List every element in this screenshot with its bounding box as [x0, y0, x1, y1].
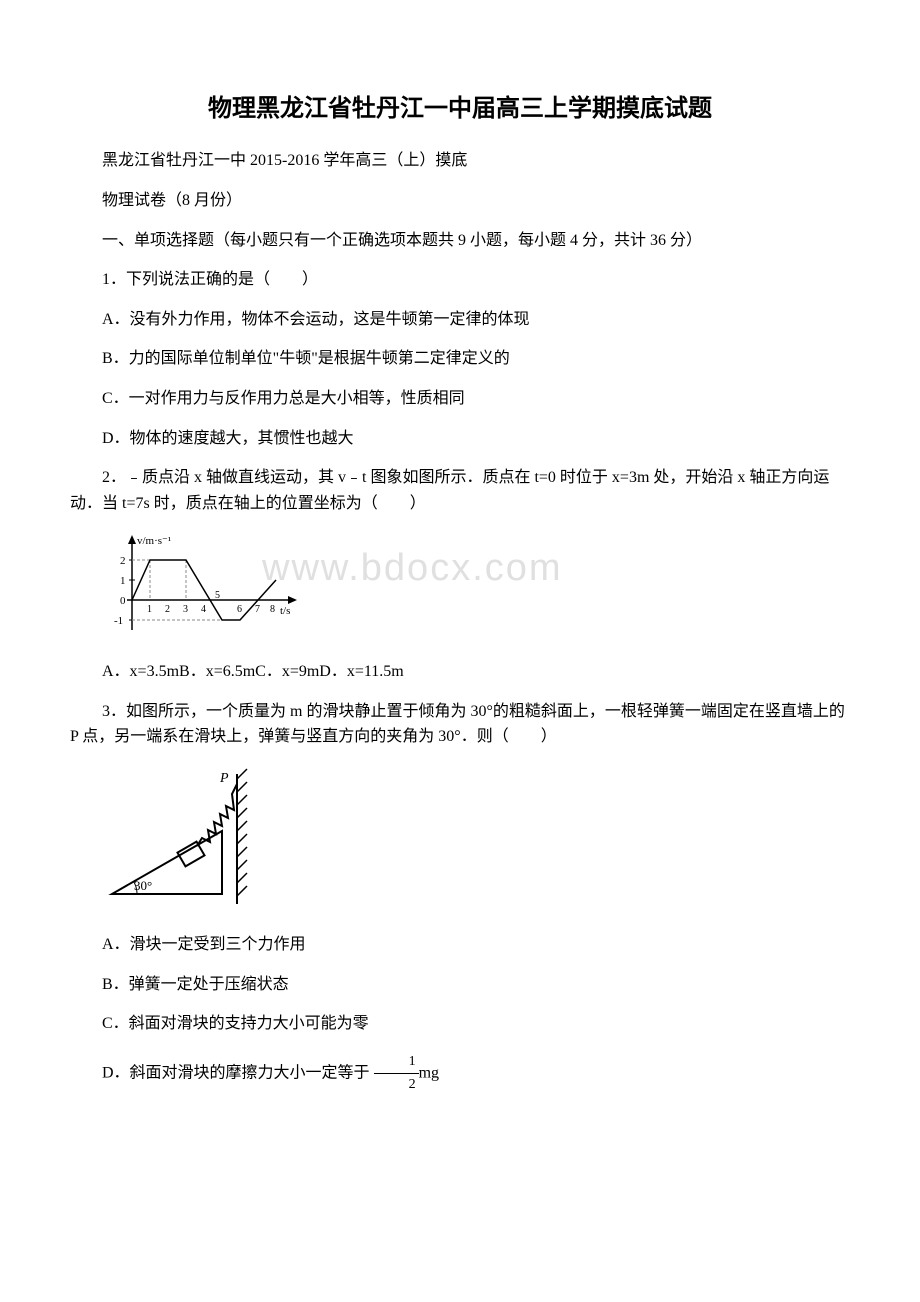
q1-option-a: A．没有外力作用，物体不会运动，这是牛顿第一定律的体现	[70, 307, 850, 333]
q3-option-c: C．斜面对滑块的支持力大小可能为零	[70, 1011, 850, 1037]
section-header: 一、单项选择题（每小题只有一个正确选项本题共 9 小题，每小题 4 分，共计 3…	[70, 228, 850, 254]
svg-text:6: 6	[237, 604, 242, 615]
q2-graph: www.bdocx.com v/m·s⁻¹ t/s 2 1 0 -1 1 2 3…	[102, 530, 850, 649]
fraction-icon: 1 2	[374, 1051, 419, 1097]
q3-optd-suffix: mg	[419, 1065, 439, 1082]
q1-option-c: C．一对作用力与反作用力总是大小相等，性质相同	[70, 386, 850, 412]
svg-text:0: 0	[120, 595, 126, 607]
svg-text:4: 4	[201, 604, 206, 615]
fraction-den: 2	[374, 1074, 419, 1096]
svg-text:7: 7	[255, 604, 260, 615]
q1-option-b: B．力的国际单位制单位"牛顿"是根据牛顿第二定律定义的	[70, 346, 850, 372]
x-axis-label: t/s	[280, 605, 290, 617]
svg-text:3: 3	[183, 604, 188, 615]
svg-text:1: 1	[120, 575, 126, 587]
svg-text:5: 5	[215, 590, 220, 601]
page-title: 物理黑龙江省牡丹江一中届高三上学期摸底试题	[70, 90, 850, 128]
q1-option-d: D．物体的速度越大，其惯性也越大	[70, 426, 850, 452]
svg-text:8: 8	[270, 604, 275, 615]
q3-optd-prefix: D．斜面对滑块的摩擦力大小一定等于	[102, 1065, 370, 1082]
vt-graph-svg: v/m·s⁻¹ t/s 2 1 0 -1 1 2 3 4 6 7 8 5	[102, 530, 302, 640]
svg-text:2: 2	[165, 604, 170, 615]
q1-stem: 1．下列说法正确的是（ ）	[70, 267, 850, 293]
fraction-num: 1	[374, 1051, 419, 1074]
subtitle-1: 黑龙江省牡丹江一中 2015-2016 学年高三（上）摸底	[70, 148, 850, 174]
q3-option-d: D．斜面对滑块的摩擦力大小一定等于 1 2 mg	[70, 1051, 850, 1097]
q3-option-a: A．滑块一定受到三个力作用	[70, 932, 850, 958]
svg-text:-1: -1	[114, 615, 123, 627]
q2-stem: 2．﹣质点沿 x 轴做直线运动，其 v﹣t 图象如图所示．质点在 t=0 时位于…	[70, 465, 850, 516]
incline-figure-svg: 30° P	[102, 764, 272, 914]
q2-options: A．x=3.5mB．x=6.5mC．x=9mD．x=11.5m	[70, 659, 850, 685]
q3-figure: 30° P	[102, 764, 850, 923]
watermark: www.bdocx.com	[262, 538, 563, 599]
svg-text:1: 1	[147, 604, 152, 615]
y-axis-label: v/m·s⁻¹	[137, 535, 171, 547]
q3-stem: 3．如图所示，一个质量为 m 的滑块静止置于倾角为 30°的粗糙斜面上，一根轻弹…	[70, 699, 850, 750]
subtitle-2: 物理试卷（8 月份）	[70, 188, 850, 214]
q3-option-b: B．弹簧一定处于压缩状态	[70, 972, 850, 998]
svg-text:2: 2	[120, 555, 126, 567]
point-p-label: P	[219, 771, 229, 786]
